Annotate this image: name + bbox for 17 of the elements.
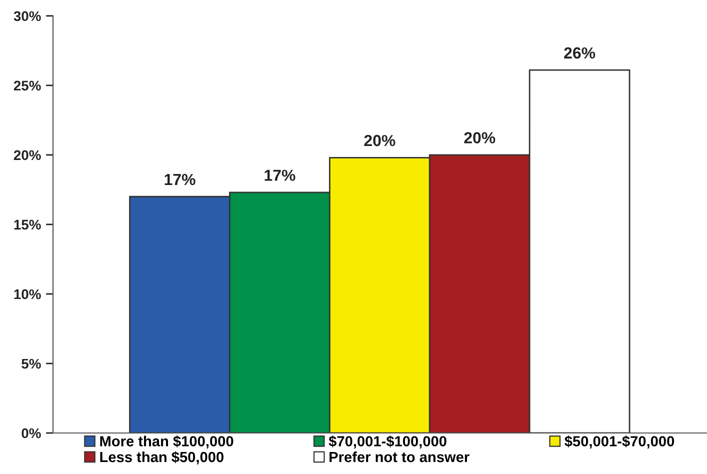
- y-tick-label: 20%: [14, 150, 41, 160]
- legend-label: $70,001-$100,000: [328, 435, 446, 449]
- legend-label: Prefer not to answer: [330, 451, 470, 462]
- data-label: 20%: [464, 132, 496, 144]
- y-tick-label: 5%: [22, 358, 41, 369]
- y-tick-label: 25%: [14, 80, 41, 91]
- data-label: 17%: [264, 170, 296, 181]
- y-tick-label: 30%: [14, 11, 41, 22]
- data-label: 17%: [164, 174, 196, 186]
- data-label: 26%: [564, 47, 596, 59]
- legend-label: $50,001-$70,000: [564, 435, 674, 449]
- y-tick-label: 0%: [22, 428, 41, 438]
- data-label: 20%: [364, 134, 396, 146]
- y-tick-label: 15%: [14, 220, 41, 230]
- y-tick-label: 10%: [14, 289, 41, 300]
- legend-label: Less than $50,000: [100, 451, 224, 464]
- legend-label: More than $100,000: [100, 435, 234, 449]
